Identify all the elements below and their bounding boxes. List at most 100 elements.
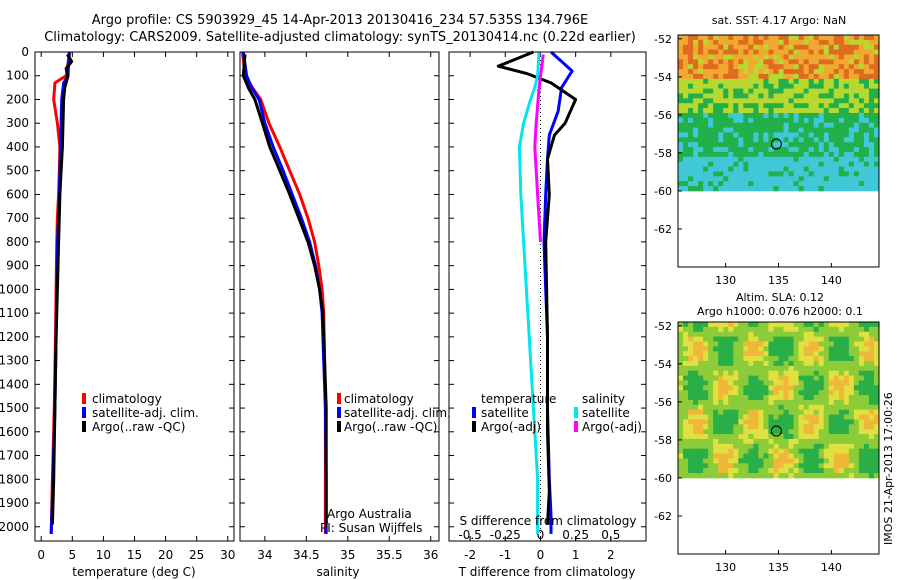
map-cell (793, 122, 800, 128)
map-cell (768, 443, 774, 450)
map-cell (868, 434, 875, 440)
map-cell (693, 103, 699, 109)
map-cell (738, 64, 744, 70)
map-cell (828, 54, 835, 60)
map-cell (703, 463, 709, 469)
map-cell (848, 142, 855, 148)
map-cell (753, 103, 759, 109)
map-cell (828, 137, 835, 143)
map-cell (823, 54, 830, 60)
map-cell (873, 399, 880, 406)
map-cell (773, 49, 779, 55)
map-cell (708, 83, 714, 89)
map-cell (858, 390, 865, 396)
map-cell (778, 117, 784, 124)
map-cell (713, 112, 719, 119)
map-cell (808, 448, 815, 454)
map-cell (848, 83, 855, 89)
map-cell (748, 132, 754, 138)
map-cell (818, 98, 825, 104)
map-cell (693, 390, 699, 396)
map-cell (748, 44, 754, 51)
map-cell (858, 365, 865, 372)
map-cell (773, 108, 779, 114)
map-cell (748, 59, 754, 65)
map-cell (703, 399, 709, 406)
map-cell (683, 463, 689, 469)
map-cell (803, 473, 810, 479)
map-cell (683, 69, 689, 75)
map-cell (748, 171, 754, 177)
map-cell (748, 331, 754, 338)
map-cell (813, 132, 820, 138)
map-cell (778, 331, 784, 338)
map-cell (708, 351, 714, 357)
map-cell (848, 156, 855, 163)
map-cell (823, 463, 830, 469)
map-cell (773, 176, 779, 182)
map-cell (863, 64, 870, 70)
map-cell (688, 44, 694, 51)
map-cell (723, 424, 729, 430)
map-cell (678, 322, 684, 328)
map-cell (803, 161, 810, 167)
map-cell (833, 375, 840, 381)
map-cell (843, 404, 850, 411)
map-cell (743, 78, 749, 85)
map-cell (693, 156, 699, 163)
map-cell (743, 468, 749, 474)
map-cell (828, 112, 835, 119)
map-cell (723, 117, 729, 124)
map-cell (848, 438, 855, 445)
map-cell (748, 176, 754, 182)
map-cell (738, 142, 744, 148)
map-cell (723, 409, 729, 415)
map-cell (698, 356, 704, 362)
map-cell (803, 142, 810, 148)
map-cell (683, 83, 689, 89)
map-cell (803, 443, 810, 450)
map-cell (683, 322, 689, 328)
map-cell (773, 132, 779, 138)
y-tick-label: 700 (6, 211, 29, 225)
map-cell (813, 73, 820, 80)
map-cell (798, 468, 805, 474)
map-cell (818, 351, 825, 357)
map-cell (718, 98, 724, 104)
map-cell (698, 69, 704, 75)
map-cell (693, 122, 699, 128)
map-cell (783, 429, 789, 435)
map-cell (833, 147, 840, 153)
map-cell (863, 326, 870, 333)
map-cell (748, 49, 754, 55)
map-cell (723, 49, 729, 55)
map-cell (773, 385, 779, 391)
map-cell (723, 73, 729, 80)
map-cell (818, 419, 825, 425)
map-cell (823, 166, 830, 172)
map-cell (693, 360, 699, 367)
map-cell (753, 395, 759, 401)
map-cell (853, 137, 860, 143)
map-cell (683, 73, 689, 80)
secondary-x-tick-label: -0.5 (458, 528, 481, 542)
map-cell (728, 39, 734, 46)
map-cell (768, 458, 774, 464)
map-cell (678, 103, 684, 109)
map-cell (758, 380, 764, 386)
map-cell (838, 370, 845, 376)
map-cell (828, 385, 835, 391)
map-cell (708, 468, 714, 474)
map-cell (873, 137, 880, 143)
map-cell (838, 39, 845, 46)
map-cell (783, 49, 789, 55)
map-cell (788, 380, 794, 386)
map-cell (678, 370, 684, 376)
map-cell (698, 166, 704, 172)
map-cell (828, 336, 835, 342)
map-cell (683, 122, 689, 128)
map-cell (758, 39, 764, 46)
map-cell (688, 171, 694, 177)
map-cell (838, 404, 845, 411)
map-cell (738, 161, 744, 167)
